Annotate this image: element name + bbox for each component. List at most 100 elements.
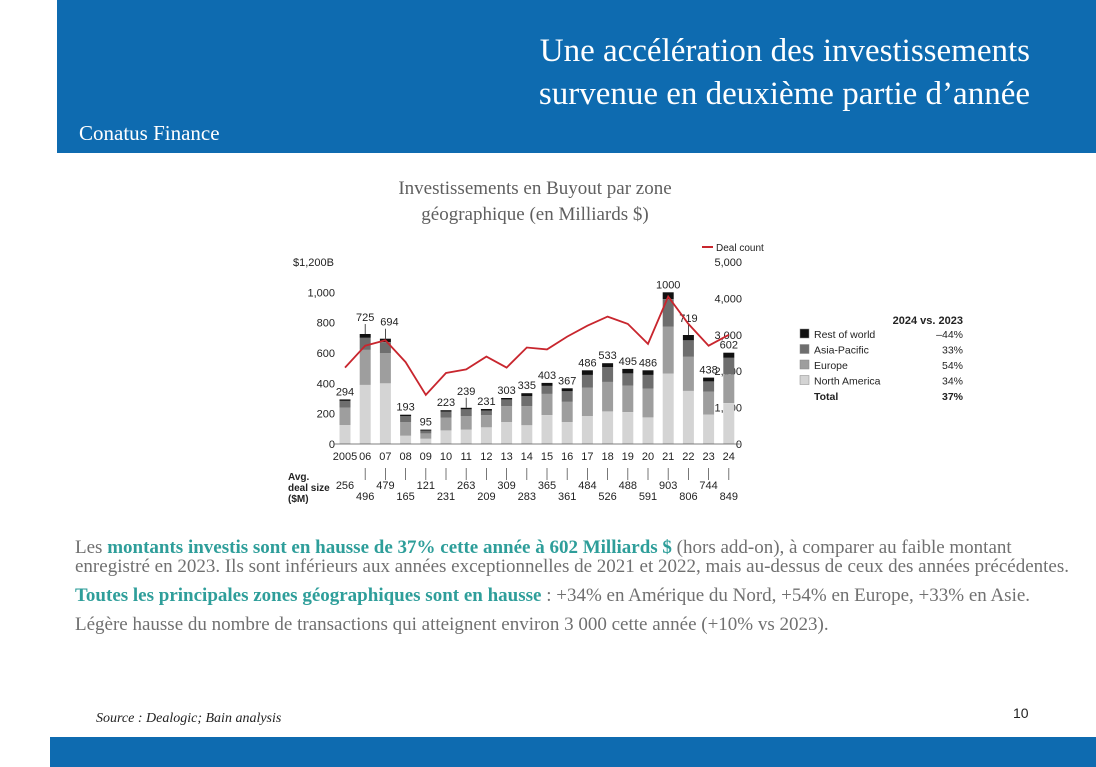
bar-segment [723, 352, 735, 358]
x-tick-label: 11 [460, 451, 471, 463]
bar-total-label: 95 [420, 417, 432, 429]
bar-segment [622, 368, 634, 374]
bar-segment [400, 416, 412, 422]
bar-segment [602, 381, 614, 412]
bar-segment [480, 415, 492, 428]
growth-row-value: 33% [942, 345, 963, 357]
bar-total-label: 438 [699, 365, 717, 377]
avg-deal-size-value: 806 [679, 491, 697, 503]
avg-deal-size-value: 903 [659, 480, 677, 492]
footer-band [50, 737, 1096, 767]
bar-segment [622, 412, 634, 444]
deal-count-line [344, 294, 730, 397]
bar-total-label: 223 [437, 397, 455, 409]
bar-segment [400, 422, 412, 436]
slide-title: Une accélération des investissements sur… [330, 30, 1030, 116]
bar-segment [420, 429, 432, 431]
chart-heading: Investissements en Buyout par zone géogr… [330, 176, 740, 227]
x-tick-label: 18 [601, 451, 613, 463]
bar-segment [602, 411, 614, 444]
bar-segment [460, 415, 472, 430]
avg-deal-size-value: 209 [477, 491, 495, 503]
bar-total-label: 486 [639, 357, 657, 369]
avg-deal-size-value: 231 [437, 491, 455, 503]
bar-segment [682, 356, 694, 391]
bar-segment [622, 373, 634, 386]
y-left-tick-label: $1,200B [293, 257, 334, 269]
deal-count-legend-label: Deal count [716, 243, 764, 254]
avg-deal-size-value: 309 [497, 480, 515, 492]
bar-total-label: 602 [720, 340, 738, 352]
y-left-tick-label: 600 [317, 348, 335, 360]
y-right-tick-label: 5,000 [714, 257, 742, 269]
x-tick-label: 15 [541, 451, 553, 463]
y-right-tick-label: 4,000 [714, 293, 742, 305]
bar-total-label: 239 [457, 386, 475, 398]
bar-segment [541, 382, 553, 386]
avg-deal-size-value: 256 [336, 480, 354, 492]
avg-deal-size-value: 283 [518, 491, 536, 503]
bar-segment [541, 385, 553, 394]
bar-total-label: 533 [598, 350, 616, 362]
y-left-tick-label: 1,000 [307, 287, 335, 299]
bar-segment [339, 399, 351, 401]
growth-row-value: 34% [942, 376, 963, 388]
x-tick-label: 19 [622, 451, 634, 463]
bar-segment [379, 383, 391, 444]
bar-segment [703, 391, 715, 415]
x-tick-label: 08 [399, 451, 411, 463]
bar-total-label: 231 [477, 396, 495, 408]
bar-segment [339, 407, 351, 425]
bar-segment [400, 414, 412, 417]
x-tick-label: 13 [500, 451, 512, 463]
bar-segment [480, 410, 492, 416]
growth-total-label: Total [814, 391, 838, 403]
bar-segment [602, 367, 614, 382]
bar-segment [501, 398, 513, 400]
y-right-tick-label: 0 [736, 439, 742, 451]
x-tick-label: 09 [420, 451, 432, 463]
bar-segment [581, 374, 593, 388]
x-tick-label: 12 [480, 451, 492, 463]
bar-segment [581, 370, 593, 375]
bar-segment [703, 414, 715, 444]
x-tick-label: 16 [561, 451, 573, 463]
bar-segment [359, 384, 371, 444]
bar-segment [723, 357, 735, 375]
bar-segment [642, 417, 654, 444]
bar-total-label: 303 [497, 385, 515, 397]
slide-title-line-2: survenue en deuxième partie d’année [538, 75, 1030, 112]
bar-total-label: 1000 [656, 279, 680, 291]
bar-segment [480, 427, 492, 444]
bar-segment [460, 429, 472, 444]
paragraph-3: Légère hausse du nombre de transactions … [75, 614, 829, 635]
bar-total-label: 403 [538, 370, 556, 382]
slide-title-line-1: Une accélération des investissements [539, 33, 1030, 69]
bar-segment [521, 406, 533, 426]
avg-deal-size-value: 479 [376, 480, 394, 492]
bar-segment [359, 334, 371, 338]
bar-segment [359, 350, 371, 385]
bar-total-label: 367 [558, 375, 576, 387]
growth-legend-swatch [799, 375, 810, 385]
bar-segment [662, 373, 674, 444]
avg-deal-size-value: 591 [639, 491, 657, 503]
bar-segment [682, 335, 694, 341]
bar-segment [723, 374, 735, 403]
bar-segment [561, 401, 573, 422]
bar-segment [501, 422, 513, 444]
x-tick-label: 06 [359, 451, 371, 463]
avg-deal-size-value: 488 [619, 480, 637, 492]
bar-segment [501, 406, 513, 422]
x-tick-label: 24 [723, 451, 735, 463]
avg-deal-size-value: 121 [417, 480, 435, 492]
growth-row-label: Asia-Pacific [814, 345, 869, 357]
avg-deal-size-value: 361 [558, 491, 576, 503]
bar-segment [642, 388, 654, 418]
bar-segment [642, 370, 654, 375]
x-tick-label: 17 [581, 451, 593, 463]
bar-segment [642, 374, 654, 389]
bar-segment [521, 393, 533, 397]
x-tick-label: 20 [642, 451, 654, 463]
growth-row-value: 54% [942, 360, 963, 372]
